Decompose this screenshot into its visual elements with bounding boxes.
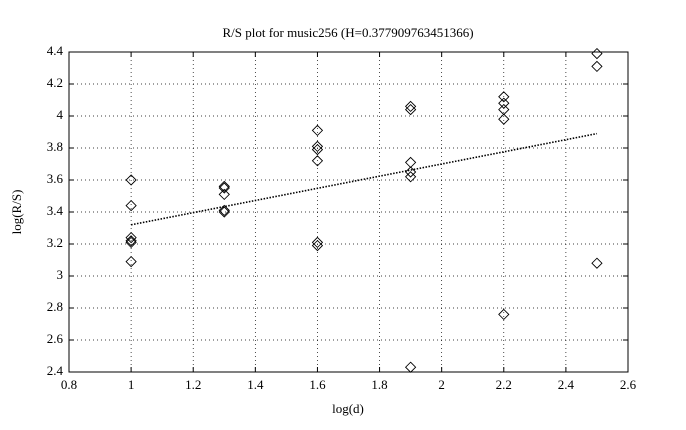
y-tick-label: 3.6 <box>47 171 64 186</box>
y-tick-label: 4 <box>57 107 64 122</box>
x-tick-label: 2.4 <box>558 377 575 392</box>
y-tick-label: 3.8 <box>47 139 63 154</box>
point <box>311 236 324 249</box>
point <box>125 255 137 268</box>
y-axis-label: log(R/S) <box>9 190 24 235</box>
y-tick-label: 2.4 <box>47 363 64 378</box>
point <box>218 206 230 218</box>
point <box>498 113 510 125</box>
y-tick-label: 3.2 <box>47 235 63 250</box>
x-axis-label: log(d) <box>332 401 364 416</box>
point <box>498 308 510 321</box>
point <box>218 204 230 217</box>
point <box>311 140 324 153</box>
chart-title: R/S plot for music256 (H=0.3779097634513… <box>222 25 473 40</box>
point <box>125 174 137 186</box>
point <box>498 97 510 109</box>
x-tick-label: 2 <box>438 377 445 392</box>
y-tick-label: 3 <box>57 267 64 282</box>
point <box>498 91 510 103</box>
point <box>404 171 417 183</box>
point <box>218 180 230 193</box>
point <box>591 60 603 73</box>
point <box>311 143 324 156</box>
point <box>404 361 417 373</box>
point <box>311 239 324 252</box>
plot-frame <box>68 51 629 373</box>
point <box>125 231 137 244</box>
x-tick-label: 1.2 <box>185 377 201 392</box>
x-tick-label: 1.8 <box>371 377 387 392</box>
point <box>218 188 230 201</box>
point <box>404 100 417 113</box>
x-tick-label: 2.2 <box>496 377 512 392</box>
y-tick-label: 3.4 <box>47 203 64 218</box>
point <box>218 182 230 194</box>
point <box>311 155 324 167</box>
x-tick-label: 1.4 <box>247 377 264 392</box>
point <box>591 257 603 269</box>
y-tick-label: 4.2 <box>47 75 63 90</box>
x-tick-label: 2.6 <box>620 377 637 392</box>
point <box>125 199 137 212</box>
y-tick-label: 2.6 <box>47 331 64 346</box>
x-tick-label: 0.8 <box>61 377 77 392</box>
point <box>125 236 137 249</box>
x-tick-label: 1 <box>128 377 135 392</box>
point <box>404 103 417 116</box>
y-tick-label: 2.8 <box>47 299 63 314</box>
y-tick-label: 4.4 <box>47 43 64 58</box>
point <box>125 235 137 247</box>
point <box>591 47 603 60</box>
fit-line <box>130 132 598 226</box>
point <box>311 124 324 137</box>
point <box>404 166 417 178</box>
x-tick-label: 1.6 <box>309 377 326 392</box>
